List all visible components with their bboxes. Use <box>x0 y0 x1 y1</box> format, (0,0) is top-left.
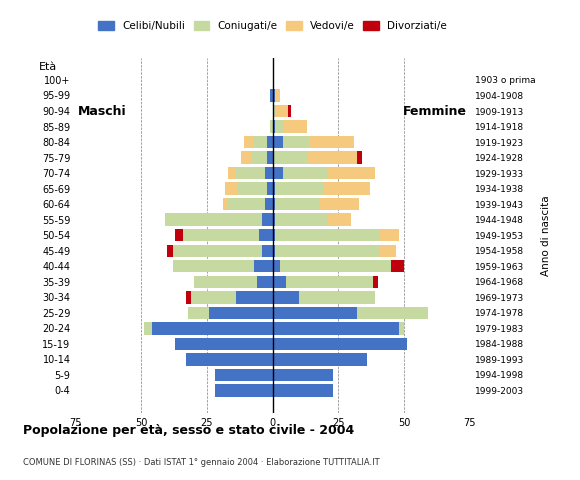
Bar <box>283 136 309 148</box>
Bar <box>228 167 236 180</box>
Bar <box>273 105 275 117</box>
Bar <box>270 120 273 133</box>
Bar <box>399 322 404 335</box>
Bar <box>254 136 267 148</box>
Bar <box>252 151 267 164</box>
Bar <box>273 307 357 319</box>
Bar <box>328 167 375 180</box>
Bar <box>380 229 399 241</box>
Text: Età: Età <box>39 62 57 72</box>
Bar <box>215 369 273 381</box>
Bar <box>186 353 273 366</box>
Bar <box>276 105 288 117</box>
Bar <box>357 307 427 319</box>
Bar <box>273 151 307 164</box>
Text: Femmine: Femmine <box>403 105 467 118</box>
Bar <box>307 151 357 164</box>
Bar <box>264 167 273 180</box>
Bar <box>188 307 209 319</box>
Legend: Celibi/Nubili, Coniugati/e, Vedovi/e, Divorziati/e: Celibi/Nubili, Coniugati/e, Vedovi/e, Di… <box>95 17 451 35</box>
Bar <box>273 384 333 396</box>
Bar <box>273 198 275 210</box>
Bar <box>276 198 320 210</box>
Bar <box>267 151 273 164</box>
Bar <box>236 291 273 303</box>
Bar <box>328 214 351 226</box>
Bar <box>270 89 273 102</box>
Bar <box>241 151 252 164</box>
Bar <box>288 105 291 117</box>
Bar <box>276 89 281 102</box>
Bar <box>259 229 273 241</box>
Bar <box>244 136 254 148</box>
Bar <box>273 260 281 273</box>
Bar <box>380 244 396 257</box>
Bar <box>254 260 273 273</box>
Bar <box>273 337 407 350</box>
Bar <box>273 214 275 226</box>
Bar <box>322 182 370 195</box>
Text: COMUNE DI FLORINAS (SS) · Dati ISTAT 1° gennaio 2004 · Elaborazione TUTTITALIA.I: COMUNE DI FLORINAS (SS) · Dati ISTAT 1° … <box>23 457 380 467</box>
Bar <box>273 244 275 257</box>
Bar <box>283 120 307 133</box>
Bar <box>273 120 275 133</box>
Bar <box>228 198 264 210</box>
Bar <box>264 198 273 210</box>
Bar <box>267 136 273 148</box>
Bar <box>186 291 191 303</box>
Bar <box>175 229 183 241</box>
Bar <box>175 337 273 350</box>
Bar <box>283 167 328 180</box>
Bar <box>391 260 404 273</box>
Bar <box>276 182 322 195</box>
Bar <box>223 198 228 210</box>
Bar <box>173 260 254 273</box>
Bar <box>236 167 264 180</box>
Bar <box>238 182 267 195</box>
Bar <box>357 151 362 164</box>
Bar <box>215 384 273 396</box>
Bar <box>309 136 354 148</box>
Bar <box>262 214 273 226</box>
Bar <box>151 322 273 335</box>
Text: Maschi: Maschi <box>78 105 126 118</box>
Bar <box>168 244 173 257</box>
Bar <box>273 276 286 288</box>
Bar <box>173 244 262 257</box>
Bar <box>273 89 275 102</box>
Bar <box>276 229 380 241</box>
Bar <box>225 182 238 195</box>
Bar <box>273 136 283 148</box>
Bar <box>276 244 380 257</box>
Bar <box>286 276 372 288</box>
Bar <box>262 244 273 257</box>
Bar <box>320 198 360 210</box>
Bar <box>273 167 283 180</box>
Bar <box>191 291 236 303</box>
Bar <box>276 120 283 133</box>
Bar <box>281 260 391 273</box>
Bar <box>165 214 262 226</box>
Bar <box>276 214 328 226</box>
Bar <box>194 276 257 288</box>
Bar <box>257 276 273 288</box>
Bar <box>273 353 367 366</box>
Bar <box>372 276 378 288</box>
Y-axis label: Anno di nascita: Anno di nascita <box>541 195 551 276</box>
Bar <box>273 291 299 303</box>
Bar <box>144 322 151 335</box>
Bar <box>299 291 375 303</box>
Bar <box>183 229 259 241</box>
Bar <box>267 182 273 195</box>
Bar <box>209 307 273 319</box>
Text: Popolazione per età, sesso e stato civile - 2004: Popolazione per età, sesso e stato civil… <box>23 424 354 437</box>
Bar <box>273 229 275 241</box>
Bar <box>273 369 333 381</box>
Bar <box>273 182 275 195</box>
Bar <box>273 322 399 335</box>
